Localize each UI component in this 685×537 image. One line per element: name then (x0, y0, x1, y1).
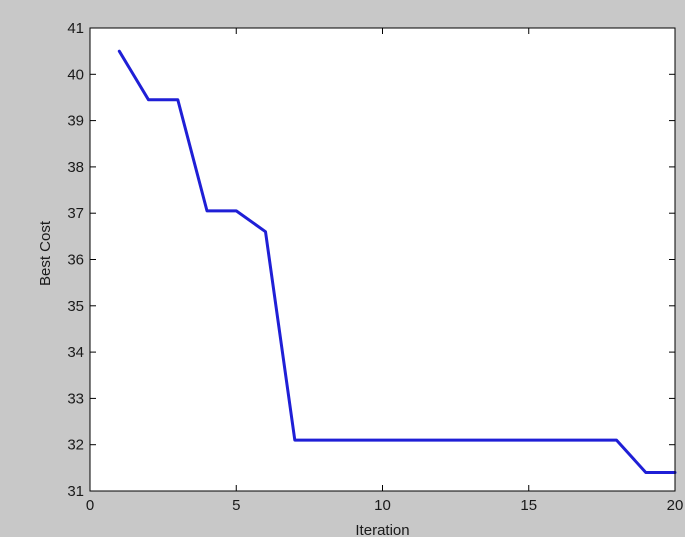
y-tick-label: 40 (67, 66, 84, 83)
y-tick-label: 37 (67, 205, 84, 222)
y-tick-label: 41 (67, 20, 84, 37)
y-tick-label: 38 (67, 159, 84, 176)
y-axis-ticks: 31 32 33 34 35 36 37 38 39 40 41 (67, 20, 675, 500)
x-tick-label: 20 (667, 497, 684, 514)
series-layer (117, 49, 677, 474)
y-tick-label: 39 (67, 113, 84, 130)
x-tick-label: 15 (520, 497, 537, 514)
y-tick-label: 33 (67, 390, 84, 407)
best-cost-line (117, 49, 677, 474)
x-tick-label: 10 (374, 497, 391, 514)
y-tick-label: 31 (67, 483, 84, 500)
plot-frame (89, 27, 676, 492)
x-tick-label: 0 (86, 497, 94, 514)
y-tick-label: 36 (67, 252, 84, 269)
x-axis-title: Iteration (355, 522, 409, 537)
y-tick-label: 32 (67, 437, 84, 454)
y-axis-title: Best Cost (37, 220, 54, 286)
x-tick-label: 5 (232, 497, 240, 514)
y-tick-label: 34 (67, 344, 84, 361)
y-tick-label: 35 (67, 298, 84, 315)
plot-area (90, 28, 675, 491)
